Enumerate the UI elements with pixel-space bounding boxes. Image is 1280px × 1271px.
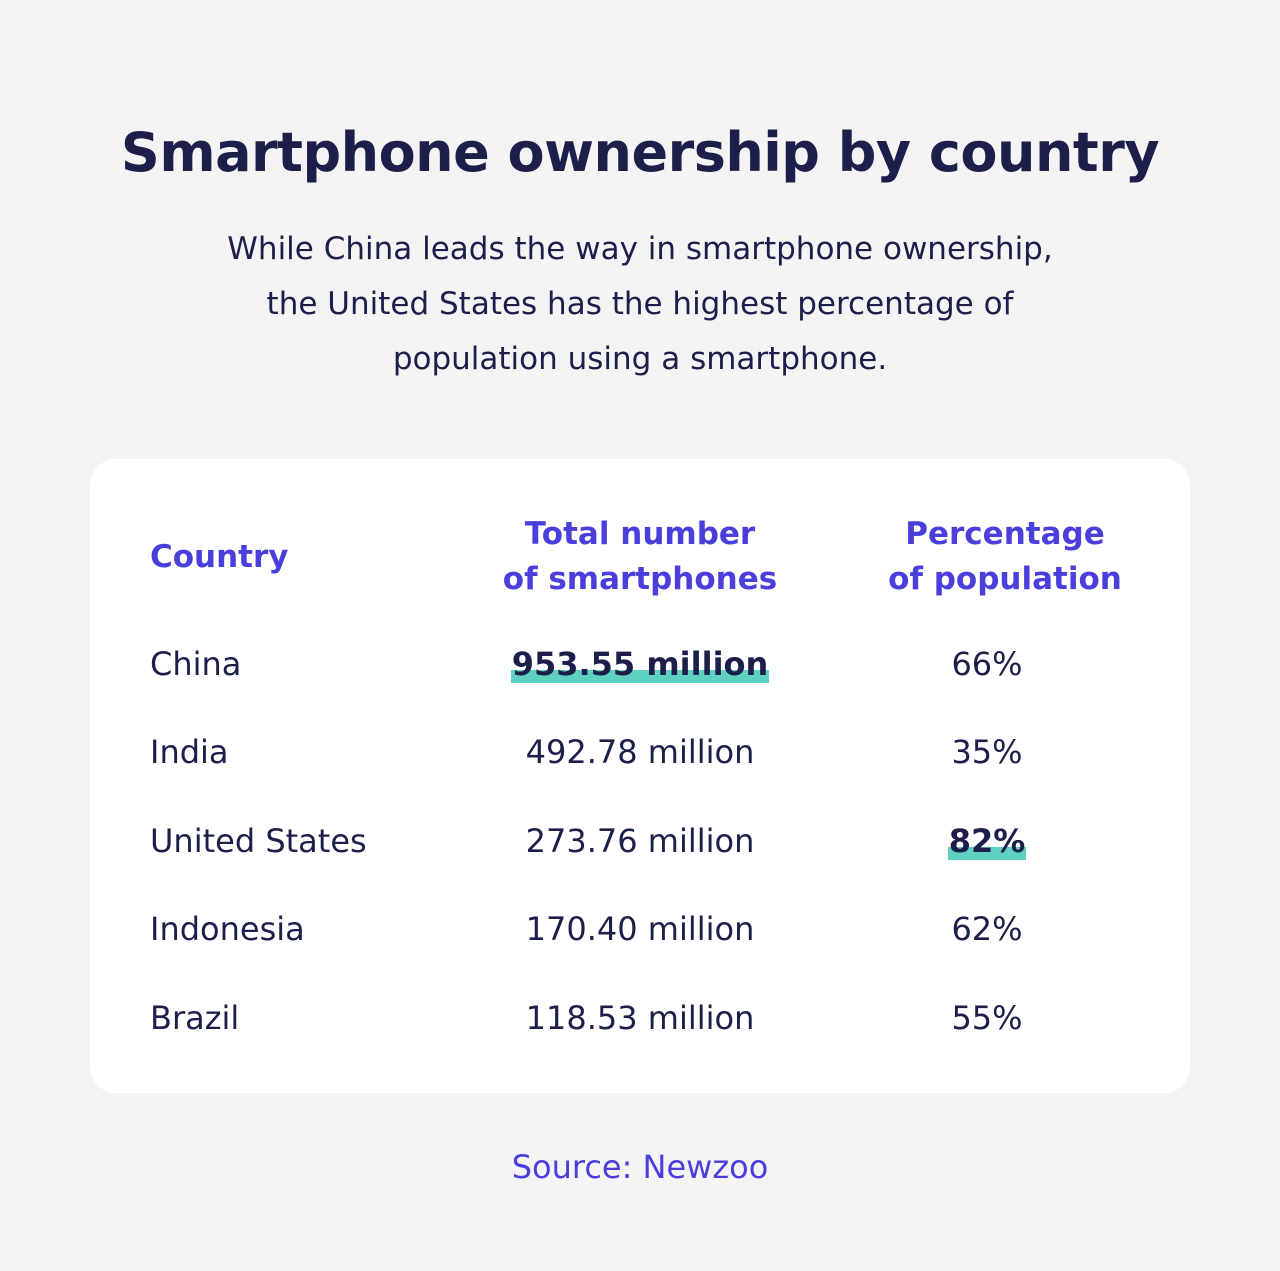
cell-total-smartphones: 492.78 million — [480, 727, 800, 777]
cell-percentage: 35% — [902, 727, 1072, 777]
cell-percentage-value: 55% — [951, 999, 1023, 1037]
cell-country: India — [150, 733, 229, 771]
cell-total-smartphones: 118.53 million — [480, 993, 800, 1043]
cell-percentage: 82% — [902, 816, 1072, 866]
cell-total-smartphones: 273.76 million — [480, 816, 800, 866]
page-subtitle: While China leads the way in smartphone … — [190, 222, 1090, 387]
column-header-total: Total number of smartphones — [480, 512, 800, 602]
column-header-line: Total number — [524, 516, 756, 552]
cell-percentage: 62% — [902, 904, 1072, 954]
cell-country: United States — [150, 822, 367, 860]
cell-country: Brazil — [150, 999, 240, 1037]
cell-total-smartphones: 170.40 million — [480, 904, 800, 954]
cell-total-value: 273.76 million — [525, 822, 755, 860]
cell-percentage: 66% — [902, 639, 1072, 689]
cell-total-smartphones: 953.55 million — [480, 639, 800, 689]
cell-total-value: 170.40 million — [525, 910, 755, 948]
cell-percentage-value: 66% — [951, 645, 1023, 683]
subtitle-line: the United States has the highest percen… — [266, 286, 1014, 322]
subtitle-line: While China leads the way in smartphone … — [227, 231, 1053, 267]
table-row: United States 273.76 million 82% — [90, 816, 1190, 866]
data-table-card: Country Total number of smartphones Perc… — [90, 459, 1190, 1093]
table-row: Indonesia 170.40 million 62% — [90, 904, 1190, 954]
cell-percentage-value: 35% — [951, 733, 1023, 771]
table-row: India 492.78 million 35% — [90, 727, 1190, 777]
page-title: Smartphone ownership by country — [120, 121, 1160, 184]
column-header-percentage: Percentage of population — [845, 512, 1165, 602]
subtitle-line: population using a smartphone. — [392, 341, 888, 377]
column-header-line: Country — [150, 539, 289, 575]
column-header-country: Country — [150, 535, 289, 580]
column-header-line: of population — [888, 561, 1122, 597]
cell-percentage: 55% — [902, 993, 1072, 1043]
table-row: Brazil 118.53 million 55% — [90, 993, 1190, 1043]
column-header-line: of smartphones — [502, 561, 778, 597]
cell-total-value: 118.53 million — [525, 999, 755, 1037]
cell-percentage-value: 82% — [947, 822, 1027, 860]
cell-country: China — [150, 645, 242, 683]
table-row: China 953.55 million 66% — [90, 639, 1190, 689]
cell-total-value: 953.55 million — [510, 645, 770, 683]
source-note: Source: Newzoo — [511, 1148, 769, 1186]
cell-total-value: 492.78 million — [525, 733, 755, 771]
column-header-line: Percentage — [905, 516, 1105, 552]
cell-country: Indonesia — [150, 910, 305, 948]
cell-percentage-value: 62% — [951, 910, 1023, 948]
